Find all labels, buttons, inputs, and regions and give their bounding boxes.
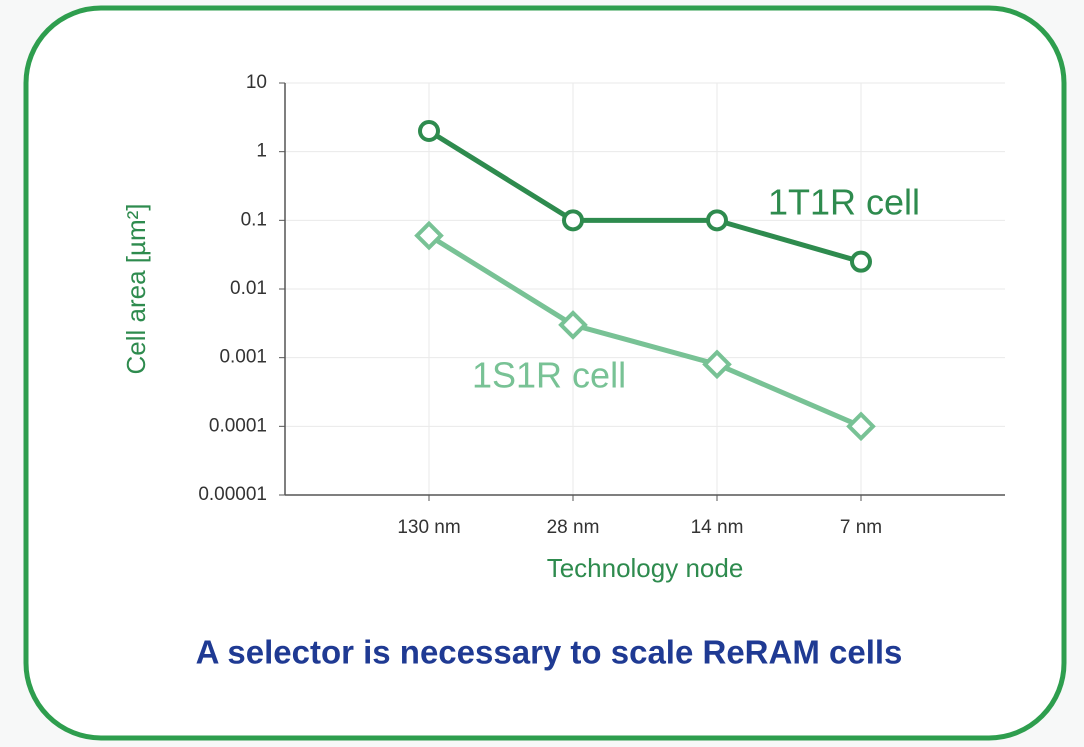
- series-line: [427, 128, 862, 265]
- y-tick-label: 0.0001: [209, 415, 267, 436]
- x-tick-label: 7 nm: [840, 517, 882, 538]
- series-label: 1S1R cell: [472, 355, 626, 396]
- x-tick-label: 130 nm: [397, 517, 460, 538]
- y-tick-label: 1: [256, 141, 267, 162]
- y-axis-label: Cell area [µm²]: [121, 203, 151, 374]
- marker: [418, 119, 440, 142]
- marker: [414, 220, 444, 251]
- marker: [850, 250, 872, 273]
- y-tick-label: 0.001: [219, 347, 267, 368]
- marker: [706, 209, 728, 232]
- y-tick-label: 10: [246, 72, 267, 93]
- marker: [702, 349, 732, 380]
- x-axis-label: Technology node: [547, 553, 744, 583]
- y-tick-label: 0.1: [241, 209, 267, 230]
- marker: [558, 310, 588, 340]
- marker: [846, 411, 876, 442]
- y-tick-label: 0.01: [230, 278, 267, 299]
- marker: [562, 209, 584, 232]
- x-tick-label: 28 nm: [547, 517, 600, 538]
- x-tick-label: 14 nm: [691, 517, 744, 538]
- caption: A selector is necessary to scale ReRAM c…: [196, 634, 903, 671]
- series-label: 1T1R cell: [768, 182, 920, 223]
- series-line: [427, 233, 862, 429]
- y-tick-label: 0.00001: [198, 484, 267, 505]
